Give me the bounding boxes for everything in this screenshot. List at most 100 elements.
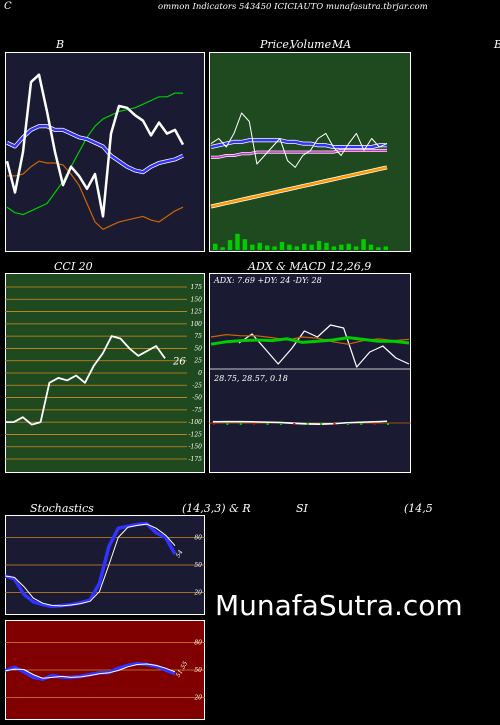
volume-bar <box>235 233 240 250</box>
cci-tick-label: 125 <box>191 309 203 316</box>
volume-bar <box>383 246 389 250</box>
volume-bar <box>294 246 300 250</box>
stoch-title-left: Stochastics <box>30 502 94 515</box>
ma-long-line <box>210 166 388 208</box>
bb-upper-band <box>6 92 183 216</box>
cci-value-label: 26 <box>172 356 186 367</box>
volume-bar <box>220 247 225 250</box>
volume-bar <box>353 246 359 250</box>
cci-tick-label: -25 <box>192 382 202 389</box>
stoch-tick-label: 20 <box>193 590 202 597</box>
stoch-tick-label: 50 <box>194 562 202 569</box>
cci-tick-label: 150 <box>191 296 203 303</box>
stoch-chart: 80 50 20 54 <box>5 515 205 615</box>
rsi-d-line <box>5 663 176 679</box>
macd-histogram-bar <box>253 423 256 425</box>
volume-bar <box>302 243 307 250</box>
minus-dy-line <box>210 333 410 345</box>
bb-title: B <box>56 38 65 51</box>
macd-histogram-bar <box>226 423 229 425</box>
macd-histogram-bar <box>373 423 376 425</box>
macd-histogram-bar <box>239 423 242 425</box>
rsi-tick-label: 50 <box>194 667 202 674</box>
cci-line <box>5 335 166 426</box>
cci-tick-label: 0 <box>198 370 202 377</box>
cci-tick-label: -175 <box>189 456 203 463</box>
volume-bar <box>331 246 337 250</box>
macd-histogram-bar <box>266 423 269 425</box>
macd-histogram-bar <box>279 423 282 425</box>
cci-title: CCI 20 <box>54 260 93 273</box>
volume-bar <box>264 245 270 250</box>
volume-bar <box>361 239 366 250</box>
macd-histogram-bar <box>306 423 309 425</box>
volume-bar <box>272 246 277 250</box>
volume-bar <box>324 242 329 250</box>
volume-bar <box>257 242 262 250</box>
cci-tick-label: -150 <box>189 444 203 451</box>
volume-bar <box>376 247 381 250</box>
volume-bar <box>346 243 351 250</box>
stoch-value-label: 54 <box>175 549 185 559</box>
bb-lower-band <box>7 160 184 230</box>
macd-histogram-bar <box>320 423 323 425</box>
cci-tick-label: 50 <box>194 345 202 352</box>
cci-tick-label: 100 <box>191 321 203 328</box>
price-line <box>210 112 388 168</box>
stoch-d-line <box>5 523 176 607</box>
volume-bar <box>250 244 255 250</box>
rsi-tick-label: 80 <box>194 639 202 646</box>
cci-tick-label: 75 <box>194 333 202 340</box>
cci-chart: 175 150 125 100 75 50 25 0 -25 -50 -75 -100 -125 -150… <box>5 273 205 473</box>
price-chart <box>209 52 411 252</box>
adx-macd-title: ADX & MACD 12,26,9 <box>248 260 372 273</box>
volume-bar <box>309 244 314 250</box>
volume-bar <box>227 240 233 250</box>
volume-bar <box>279 241 285 250</box>
macd-histogram-bar <box>360 423 363 425</box>
volume-bar <box>316 241 322 250</box>
rsi-title-left: SI <box>296 502 308 515</box>
ma-short-line <box>210 138 387 149</box>
macd-histogram-bar <box>387 423 389 425</box>
adx-readout: ADX: 7.69 +DY: 24 -DY: 28 <box>214 276 322 285</box>
volume-bar <box>287 244 292 250</box>
volume-bar <box>368 244 374 250</box>
stoch-title-right: (14,3,3) & R <box>182 502 251 515</box>
stoch-tick-label: 80 <box>194 534 202 541</box>
macd-readout: 28.75, 28.57, 0.18 <box>214 374 288 383</box>
price-title: Price, <box>260 38 293 51</box>
cci-tick-label: 175 <box>191 284 203 291</box>
rsi-title-right: (14,5 <box>404 502 433 515</box>
bb-price-line <box>5 73 185 218</box>
right-edge-title: B <box>494 38 500 51</box>
cci-tick-label: -100 <box>189 419 203 426</box>
bb-middle-band <box>6 124 184 174</box>
watermark: MunafaSutra.com <box>215 589 463 622</box>
volume-bar <box>339 244 344 250</box>
ma-title: MA <box>332 38 352 51</box>
macd-histogram-bar <box>333 423 336 425</box>
adx-line <box>238 324 410 368</box>
cci-tick-label: -75 <box>192 407 202 414</box>
adx-macd-chart <box>209 273 411 473</box>
bb-chart <box>5 52 205 252</box>
cci-tick-label: -125 <box>189 431 203 438</box>
macd-histogram-bar <box>213 423 215 425</box>
volume-title: Volume <box>290 38 332 51</box>
rsi-tick-label: 20 <box>193 695 202 702</box>
macd-histogram-bar <box>346 423 349 425</box>
ma-mid-line <box>211 149 387 158</box>
volume-bar <box>242 239 248 250</box>
cci-tick-label: 25 <box>193 358 202 365</box>
volume-bar <box>213 243 218 250</box>
adx-background <box>209 273 411 473</box>
header-letter: C <box>4 1 12 12</box>
stoch-k-line <box>5 521 177 609</box>
macd-histogram-bar <box>293 423 296 425</box>
macd-line <box>212 420 388 426</box>
page-title: ommon Indicators 543450 ICICIAUTO munafa… <box>158 2 428 12</box>
plus-dy-line <box>210 336 410 346</box>
bb-background <box>5 52 205 252</box>
